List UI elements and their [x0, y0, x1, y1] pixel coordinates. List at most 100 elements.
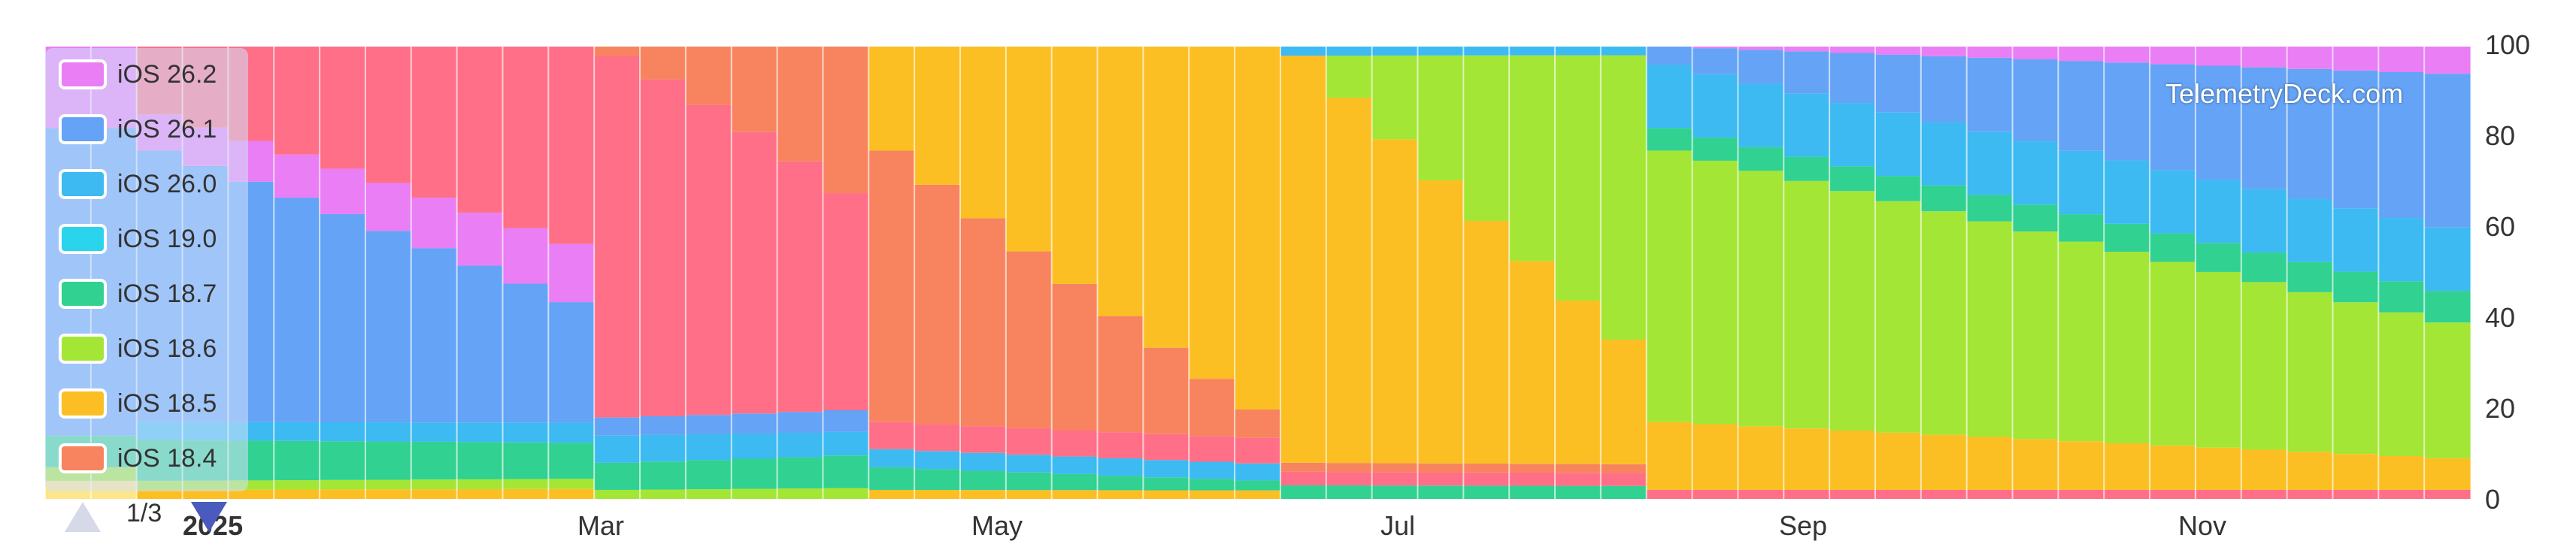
area-segment	[2287, 261, 2334, 292]
area-segment	[1784, 93, 1830, 157]
x-tick-label: Jul	[1380, 510, 1415, 541]
area-segment	[1143, 434, 1190, 461]
area-segment	[823, 47, 869, 194]
area-segment	[1051, 490, 1099, 499]
area-segment	[1829, 489, 1876, 499]
area-segment	[1829, 47, 1876, 53]
area-segment	[320, 479, 366, 490]
area-segment	[1509, 464, 1556, 473]
area-segment	[1509, 55, 1556, 261]
legend-item[interactable]: iOS 18.4	[59, 440, 217, 477]
previous-page-button[interactable]	[65, 502, 101, 532]
next-page-button[interactable]	[191, 502, 227, 532]
area-segment	[2424, 489, 2471, 499]
area-segment	[2424, 322, 2471, 458]
area-segment	[2241, 449, 2288, 490]
area-segment	[1600, 55, 1647, 340]
area-segment	[2195, 243, 2242, 272]
area-segment	[456, 488, 504, 499]
area-segment	[1966, 131, 2014, 195]
area-segment	[1874, 112, 1922, 177]
area-segment	[1829, 191, 1876, 431]
legend-swatch	[59, 224, 107, 254]
legend-item[interactable]: iOS 26.2	[59, 56, 217, 93]
legend-label: iOS 18.5	[117, 388, 217, 418]
area-segment	[914, 469, 961, 491]
area-segment	[731, 47, 778, 132]
area-segment	[502, 283, 549, 423]
area-segment	[731, 488, 778, 499]
legend-swatch	[59, 169, 107, 199]
area-segment	[2241, 282, 2288, 450]
area-segment	[2012, 47, 2059, 59]
area-segment	[1280, 56, 1327, 463]
area-segment	[274, 440, 320, 481]
legend-item[interactable]: iOS 18.6	[59, 330, 217, 367]
x-tick-label: Mar	[577, 510, 624, 541]
area-segment	[365, 479, 412, 490]
area-segment	[2332, 47, 2379, 71]
area-segment	[1509, 47, 1556, 56]
area-segment	[640, 47, 686, 80]
area-segment	[731, 413, 778, 434]
legend-item[interactable]: iOS 18.5	[59, 385, 217, 422]
legend-item[interactable]: iOS 18.7	[59, 275, 217, 313]
area-segment	[1784, 180, 1830, 429]
area-segment	[2104, 252, 2150, 443]
area-segment	[2378, 312, 2425, 456]
area-segment	[456, 479, 504, 489]
x-tick-label: Sep	[1779, 510, 1827, 541]
area-segment	[2104, 443, 2150, 490]
legend-item[interactable]: iOS 26.0	[59, 165, 217, 203]
area-segment	[320, 168, 366, 214]
area-segment	[959, 470, 1007, 491]
area-segment	[2332, 271, 2379, 303]
area-segment	[1463, 47, 1510, 56]
area-segment	[731, 458, 778, 489]
area-segment	[1600, 464, 1647, 473]
area-segment	[2058, 441, 2105, 490]
legend-label: iOS 19.0	[117, 224, 217, 253]
area-segment	[2332, 489, 2379, 499]
area-segment	[640, 434, 686, 462]
area-segment	[1235, 480, 1281, 491]
area-segment	[274, 198, 320, 422]
area-segment	[365, 441, 412, 480]
area-segment	[2150, 64, 2196, 171]
legend-label: iOS 18.6	[117, 334, 217, 363]
area-segment	[320, 489, 366, 499]
area-segment	[914, 490, 961, 499]
area-segment	[411, 248, 458, 423]
legend-item[interactable]: iOS 19.0	[59, 220, 217, 258]
area-segment	[1738, 47, 1784, 50]
area-segment	[1555, 300, 1602, 464]
x-tick-label: May	[971, 510, 1023, 541]
area-segment	[1600, 340, 1647, 464]
legend-item[interactable]: iOS 26.1	[59, 110, 217, 148]
area-segment	[1371, 47, 1419, 56]
area-segment	[320, 47, 366, 169]
y-tick-label: 0	[2485, 484, 2500, 515]
area-segment	[2241, 67, 2288, 189]
area-segment	[411, 198, 458, 249]
area-segment	[640, 416, 686, 435]
area-segment	[1326, 55, 1373, 98]
area-segment	[1738, 147, 1784, 171]
area-segment	[1235, 490, 1281, 499]
area-segment	[1966, 57, 2014, 132]
y-tick-label: 40	[2485, 302, 2515, 333]
area-segment	[548, 443, 595, 479]
area-segment	[1920, 56, 1968, 122]
area-segment	[2012, 231, 2059, 440]
area-segment	[2287, 198, 2334, 262]
area-segment	[502, 228, 549, 284]
area-segment	[502, 47, 549, 228]
area-segment	[1235, 437, 1281, 464]
area-segment	[1189, 461, 1235, 479]
area-segment	[2195, 65, 2242, 180]
area-segment	[548, 302, 595, 423]
area-segment	[1692, 48, 1739, 74]
area-segment	[1143, 490, 1190, 499]
area-segment	[685, 489, 732, 499]
area-segment	[1051, 283, 1099, 431]
